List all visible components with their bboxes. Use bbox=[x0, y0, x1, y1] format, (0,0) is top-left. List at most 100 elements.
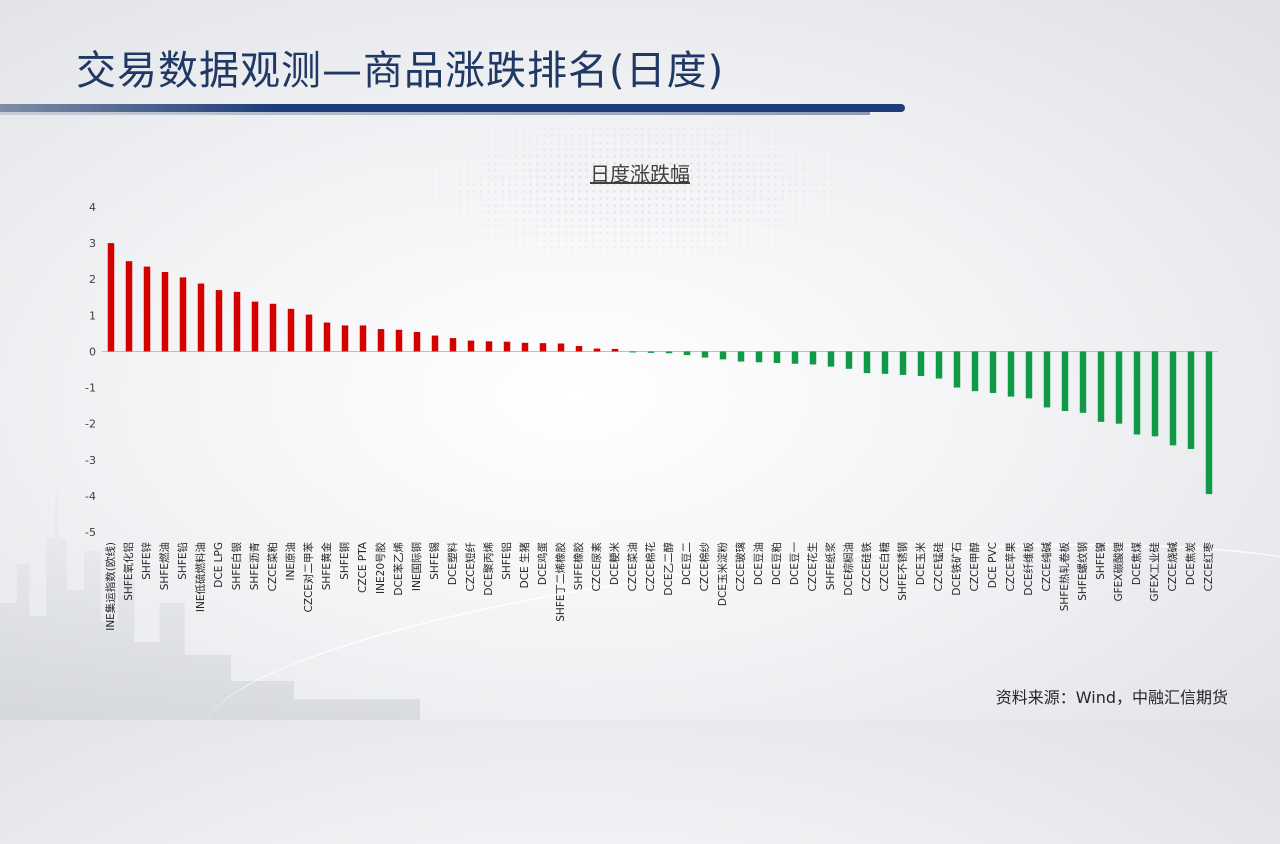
category-label: SHFE锡 bbox=[428, 542, 441, 580]
bar bbox=[1061, 351, 1069, 412]
category-label: CZCE苹果 bbox=[1004, 542, 1017, 592]
category-label: SHFE热轧卷板 bbox=[1058, 542, 1071, 612]
bar bbox=[269, 303, 277, 352]
bar bbox=[881, 351, 889, 374]
category-label: DCE纤维板 bbox=[1022, 542, 1035, 596]
y-tick-label: 0 bbox=[89, 345, 96, 358]
bar bbox=[593, 348, 601, 352]
bar bbox=[611, 348, 619, 352]
category-label: SHFE铝 bbox=[500, 542, 513, 580]
category-label: SHFE镍 bbox=[1094, 542, 1107, 580]
category-label: CZCE尿素 bbox=[590, 542, 603, 592]
y-tick-label: 1 bbox=[89, 309, 96, 322]
bar bbox=[413, 331, 421, 352]
bar bbox=[1133, 351, 1141, 435]
bar bbox=[773, 351, 781, 363]
category-label: SHFE铜 bbox=[339, 542, 351, 580]
category-label: DCE LPG bbox=[213, 542, 225, 588]
category-label: CZCE棉花 bbox=[644, 542, 657, 592]
category-label: CZCE红枣 bbox=[1202, 542, 1215, 592]
bar bbox=[179, 277, 187, 352]
bar bbox=[395, 329, 403, 352]
category-label: CZCE短纤 bbox=[464, 542, 477, 592]
bar bbox=[683, 351, 691, 356]
y-tick-label: -5 bbox=[85, 526, 96, 539]
category-label: CZCE对二甲苯 bbox=[302, 542, 315, 613]
bar bbox=[1205, 351, 1213, 495]
bar bbox=[989, 351, 997, 393]
category-label: SHFE铅 bbox=[176, 542, 189, 580]
bar bbox=[359, 325, 367, 352]
category-label: CZCE棉纱 bbox=[698, 542, 711, 592]
bar bbox=[575, 346, 583, 352]
bar bbox=[341, 325, 349, 352]
bar bbox=[755, 351, 763, 363]
category-label: DCE PVC bbox=[987, 542, 999, 588]
bar bbox=[287, 308, 295, 352]
bar bbox=[305, 314, 313, 352]
bar bbox=[899, 351, 907, 375]
bar bbox=[1115, 351, 1123, 424]
bar bbox=[737, 351, 745, 362]
bar bbox=[1097, 351, 1105, 422]
bar bbox=[215, 290, 223, 352]
bar bbox=[485, 341, 493, 352]
category-label: SHFE螺纹钢 bbox=[1076, 542, 1089, 601]
category-label: DCE焦煤 bbox=[1130, 542, 1143, 586]
category-label: CZCE菜油 bbox=[626, 542, 639, 592]
category-label: DCE豆二 bbox=[681, 542, 693, 585]
bar bbox=[845, 351, 853, 369]
category-label: SHFE不锈钢 bbox=[896, 542, 909, 601]
category-label: CZCE PTA bbox=[357, 541, 369, 593]
category-label: DCE玉米淀粉 bbox=[716, 542, 729, 607]
category-label: INE集运指数(欧线) bbox=[104, 542, 117, 631]
title-underline-light bbox=[0, 112, 870, 115]
bar bbox=[143, 266, 151, 352]
category-label: CZCE甲醇 bbox=[968, 542, 981, 592]
chart-title-wrap: 日度涨跌幅 bbox=[0, 158, 1280, 187]
bar bbox=[863, 351, 871, 374]
bar bbox=[827, 351, 835, 367]
bar bbox=[1079, 351, 1087, 413]
category-label: SHFE黄金 bbox=[320, 542, 333, 591]
y-tick-label: 2 bbox=[89, 273, 96, 286]
bar bbox=[1151, 351, 1159, 437]
bar bbox=[791, 351, 799, 364]
category-label: DCE聚丙烯 bbox=[482, 542, 495, 596]
category-label: DCE棕榈油 bbox=[842, 542, 855, 596]
category-label: SHFE氧化铝 bbox=[122, 542, 135, 601]
category-label: DCE豆油 bbox=[752, 542, 765, 585]
bar bbox=[449, 338, 457, 352]
category-label: DCE豆一 bbox=[789, 542, 801, 586]
y-tick-label: -3 bbox=[85, 454, 96, 467]
category-label: CZCE纯碱 bbox=[1040, 542, 1053, 592]
category-label: INE原油 bbox=[284, 542, 297, 581]
bar bbox=[377, 329, 385, 352]
category-label: DCE豆粕 bbox=[770, 542, 783, 585]
bar bbox=[935, 351, 943, 379]
bar bbox=[1169, 351, 1177, 446]
bar bbox=[1007, 351, 1015, 397]
y-tick-label: -1 bbox=[85, 382, 96, 395]
bar bbox=[557, 343, 565, 352]
bar bbox=[503, 341, 511, 352]
bar bbox=[233, 291, 241, 352]
y-tick-label: 3 bbox=[89, 237, 96, 250]
y-tick-label: 4 bbox=[89, 201, 96, 214]
bar bbox=[521, 342, 529, 352]
category-label: CZCE白糖 bbox=[878, 542, 891, 592]
chart-title: 日度涨跌幅 bbox=[590, 162, 690, 186]
category-label: DCE鸡蛋 bbox=[536, 542, 549, 586]
bar-chart: 4 3 2 1 0 -1 -2 -3 -4 -5 INE集运指数(欧线) SHFE氧化铝 SHFE锌 SH… bbox=[85, 201, 1218, 631]
bar bbox=[719, 351, 727, 360]
category-label: SHFE燃油 bbox=[158, 542, 171, 590]
bar bbox=[431, 335, 439, 352]
bar bbox=[809, 351, 817, 365]
bar bbox=[953, 351, 961, 388]
bar bbox=[1187, 351, 1195, 449]
category-label: INE国际铜 bbox=[411, 542, 423, 591]
bar bbox=[971, 351, 979, 392]
bar bbox=[539, 343, 547, 352]
category-label: SHFE橡胶 bbox=[572, 542, 585, 591]
category-label: GFEX碳酸锂 bbox=[1112, 542, 1125, 602]
